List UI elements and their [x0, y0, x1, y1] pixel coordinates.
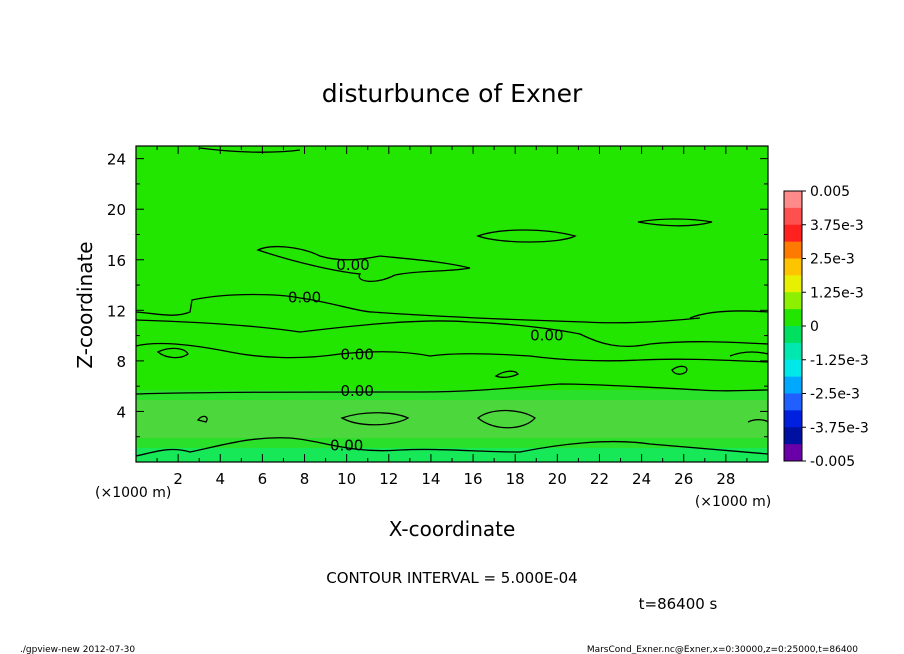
- contour-line: [156, 347, 189, 359]
- footer-right: MarsCond_Exner.nc@Exner,x=0:30000,z=0:25…: [587, 645, 858, 654]
- x-tick-label: 24: [632, 470, 651, 488]
- colorbar-label: 1.25e-3: [810, 285, 864, 301]
- x-tick-label: 8: [300, 470, 310, 488]
- y-tick-label: 12: [107, 302, 126, 320]
- y-tick-label: 4: [116, 403, 126, 421]
- contour-line: [637, 218, 713, 227]
- colorbar-segment: [784, 241, 802, 259]
- colorbar-label: 3.75e-3: [810, 218, 864, 234]
- footer-left: ./gpview-new 2012-07-30: [20, 645, 135, 654]
- contour-line: [729, 351, 769, 357]
- contour-line: [135, 319, 769, 347]
- colorbar-segment: [784, 326, 802, 344]
- y-axis: 4 8 12 16 20 24: [107, 151, 768, 438]
- y-tick-label: 16: [107, 252, 126, 270]
- colorbar-segment: [784, 376, 802, 394]
- x-tick-label: 6: [258, 470, 268, 488]
- x-tick-label: 12: [379, 470, 398, 488]
- contour-line: [256, 246, 471, 282]
- colorbar-label: 0: [810, 319, 819, 335]
- x-tick-label: 16: [464, 470, 483, 488]
- x-tick-label: 10: [337, 470, 356, 488]
- colorbar-segment: [784, 410, 802, 428]
- contour-label: 0.00: [288, 289, 321, 307]
- contour-labels: 0.00 0.00 0.00 0.00 0.00 0.00: [288, 256, 564, 455]
- x-unit-left: (×1000 m): [95, 485, 171, 501]
- contour-label: 0.00: [340, 346, 373, 364]
- contour-lines: [135, 147, 769, 457]
- chart-title: disturbunce of Exner: [322, 79, 583, 108]
- field-surface-band: [136, 448, 768, 462]
- x-axis-label: X-coordinate: [389, 517, 516, 541]
- colorbar-segment: [784, 444, 802, 462]
- colorbar-label: -3.75e-3: [810, 420, 869, 436]
- plot-area: 0.00 0.00 0.00 0.00 0.00 0.00: [135, 146, 769, 462]
- contour-line: [135, 293, 701, 324]
- colorbar-segment: [784, 309, 802, 327]
- x-tick-label: 26: [674, 470, 693, 488]
- contour-label: 0.00: [336, 256, 369, 274]
- colorbar-segment: [784, 342, 802, 361]
- contour-label: 0.00: [530, 327, 563, 345]
- contour-line: [747, 419, 769, 423]
- contour-line: [476, 409, 536, 429]
- x-tick-label: 14: [421, 470, 440, 488]
- contour-line: [476, 229, 577, 243]
- x-tick-label: 28: [716, 470, 735, 488]
- contour-line: [199, 147, 301, 153]
- colorbar-segment: [784, 258, 802, 276]
- x-tick-label: 4: [215, 470, 225, 488]
- colorbar-segment: [784, 275, 802, 293]
- colorbar-label: -1.25e-3: [810, 353, 869, 369]
- x-tick-label: 2: [173, 470, 183, 488]
- colorbar-segment: [784, 292, 802, 310]
- colorbar-label: -0.005: [810, 454, 855, 470]
- contour-line: [135, 437, 769, 457]
- y-axis-label: Z-coordinate: [73, 241, 97, 368]
- contour-line: [196, 415, 208, 423]
- contour-line: [135, 383, 769, 395]
- colorbar-label: 2.5e-3: [810, 252, 855, 268]
- y-tick-label: 24: [107, 151, 126, 169]
- x-tick-label: 22: [590, 470, 609, 488]
- x-tick-label: 18: [506, 470, 525, 488]
- colorbar-labels: 0.005 3.75e-3 2.5e-3 1.25e-3 0 -1.25e-3 -2.5e-…: [802, 184, 869, 470]
- contour-interval-text: CONTOUR INTERVAL = 5.000E-04: [326, 569, 577, 587]
- field-lower-core: [136, 400, 768, 438]
- x-unit-right: (×1000 m): [695, 494, 771, 510]
- contour-label: 0.00: [330, 437, 363, 455]
- colorbar: [783, 190, 803, 462]
- contour-line: [340, 412, 410, 426]
- x-tick-label: 20: [548, 470, 567, 488]
- colorbar-segment: [784, 427, 802, 445]
- contour-line: [135, 342, 769, 363]
- x-axis: 2 4 6 8 10 12 14 16 18 20 22 24 26 28: [156, 146, 748, 488]
- contour-line: [689, 310, 769, 319]
- contour-label: 0.00: [340, 382, 373, 400]
- y-tick-label: 8: [116, 353, 126, 371]
- time-text: t=86400 s: [639, 595, 718, 613]
- y-tick-label: 20: [107, 201, 126, 219]
- contour-line: [494, 370, 519, 378]
- colorbar-label: -2.5e-3: [810, 387, 860, 403]
- contour-line: [671, 365, 688, 375]
- colorbar-segment: [784, 191, 802, 209]
- colorbar-segment: [784, 224, 802, 243]
- colorbar-segment: [784, 207, 802, 226]
- colorbar-label: 0.005: [810, 184, 850, 200]
- colorbar-segment: [784, 393, 802, 411]
- colorbar-segment: [784, 359, 802, 378]
